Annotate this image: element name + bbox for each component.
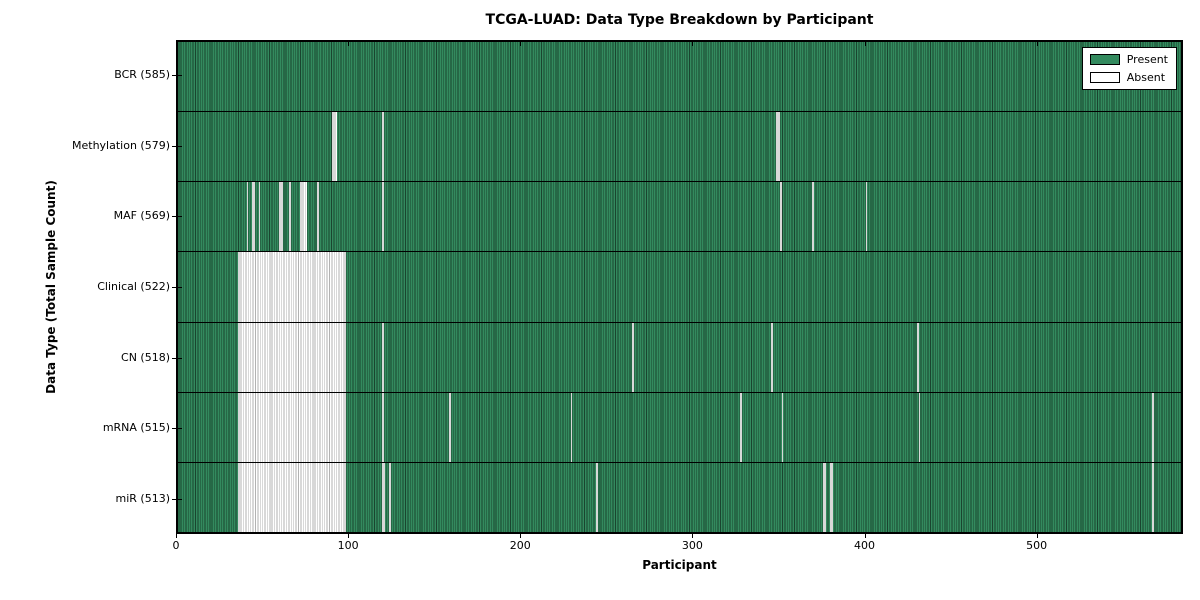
x-tick-mark-top bbox=[1036, 42, 1038, 46]
legend-absent-label: Absent bbox=[1126, 71, 1166, 84]
heatmap-row-Methylation bbox=[178, 112, 1181, 183]
y-tick-mark-inner bbox=[178, 75, 182, 77]
absent-stripe bbox=[865, 182, 868, 252]
absent-stripe bbox=[238, 392, 346, 462]
absent-stripe bbox=[246, 182, 249, 252]
absent-stripe bbox=[771, 322, 773, 392]
y-tick-label-miR: miR (513) bbox=[115, 491, 171, 505]
absent-stripe bbox=[829, 462, 833, 532]
absent-stripe bbox=[279, 182, 283, 252]
absent-stripe bbox=[596, 462, 599, 532]
x-tick-mark-top bbox=[864, 42, 866, 46]
y-tick-label-Methylation: Methylation (579) bbox=[72, 138, 170, 152]
y-tick-label-mRNA: mRNA (515) bbox=[102, 421, 170, 435]
x-tick-mark bbox=[176, 534, 177, 538]
heatmap-row-BCR bbox=[178, 42, 1181, 113]
x-tick-mark-top bbox=[692, 42, 694, 46]
legend-absent-swatch bbox=[1089, 72, 1120, 83]
absent-stripe bbox=[238, 322, 346, 392]
x-tick-mark bbox=[1036, 534, 1038, 538]
y-tick-mark-inner bbox=[178, 498, 182, 500]
y-tick-mark-inner bbox=[178, 216, 182, 218]
absent-stripe bbox=[299, 182, 307, 252]
absent-stripe bbox=[382, 392, 384, 462]
absent-stripe bbox=[382, 112, 384, 182]
absent-stripe bbox=[916, 322, 919, 392]
x-tick-mark-top bbox=[348, 42, 350, 46]
absent-stripe bbox=[776, 112, 780, 182]
legend-present-label: Present bbox=[1126, 53, 1168, 66]
absent-stripe bbox=[388, 462, 391, 532]
absent-stripe bbox=[382, 322, 384, 392]
y-tick-label-Clinical: Clinical (522) bbox=[97, 280, 170, 293]
x-tick-label: 100 bbox=[337, 539, 359, 552]
heatmap-row-miR bbox=[178, 462, 1181, 532]
absent-stripe bbox=[238, 252, 346, 322]
absent-stripe bbox=[570, 392, 573, 462]
x-tick-label: 0 bbox=[172, 539, 180, 552]
absent-stripe bbox=[251, 182, 256, 252]
y-tick-mark-inner bbox=[178, 287, 182, 288]
absent-stripe bbox=[1151, 392, 1154, 462]
absent-stripe bbox=[918, 392, 921, 462]
absent-stripe bbox=[238, 462, 346, 532]
x-tick-mark bbox=[692, 534, 694, 538]
x-axis-label: Participant bbox=[642, 558, 717, 572]
y-tick-mark bbox=[172, 498, 176, 500]
heatmap-row-CN bbox=[178, 322, 1181, 393]
heatmap-row-Clinical bbox=[178, 252, 1181, 323]
y-tick-label-BCR: BCR (585) bbox=[114, 68, 170, 82]
x-tick-label: 500 bbox=[1026, 539, 1048, 552]
x-tick-mark bbox=[520, 534, 522, 538]
absent-stripe bbox=[316, 182, 319, 252]
y-tick-label-MAF: MAF (569) bbox=[113, 209, 170, 223]
absent-stripe bbox=[382, 182, 384, 252]
x-tick-label: 200 bbox=[509, 539, 531, 552]
legend-present-swatch bbox=[1089, 54, 1120, 65]
absent-stripe bbox=[289, 182, 292, 252]
heatmap-plot-area bbox=[176, 40, 1183, 534]
absent-stripe bbox=[332, 112, 338, 182]
absent-stripe bbox=[779, 182, 782, 252]
x-tick-mark-top bbox=[520, 42, 522, 46]
y-tick-label-CN: CN (518) bbox=[121, 350, 170, 364]
absent-stripe bbox=[781, 392, 784, 462]
y-tick-mark bbox=[172, 428, 176, 430]
x-tick-mark-top bbox=[176, 42, 177, 46]
x-tick-label: 400 bbox=[854, 539, 876, 552]
y-tick-mark bbox=[172, 75, 176, 77]
x-tick-mark bbox=[348, 534, 350, 538]
y-tick-mark-inner bbox=[178, 357, 182, 359]
heatmap-row-MAF bbox=[178, 182, 1181, 253]
absent-stripe bbox=[812, 182, 815, 252]
heatmap-row-mRNA bbox=[178, 392, 1181, 463]
absent-stripe bbox=[740, 392, 743, 462]
y-tick-mark-inner bbox=[178, 145, 182, 147]
y-tick-mark bbox=[172, 357, 176, 359]
chart-title: TCGA-LUAD: Data Type Breakdown by Partic… bbox=[485, 12, 874, 28]
legend: Present Absent bbox=[1081, 47, 1177, 90]
legend-entry-present: Present bbox=[1089, 53, 1168, 66]
absent-stripe bbox=[1151, 462, 1154, 532]
absent-stripe bbox=[822, 462, 827, 532]
y-tick-mark bbox=[172, 145, 176, 147]
absent-stripe bbox=[632, 322, 635, 392]
y-tick-mark-inner bbox=[178, 428, 182, 430]
legend-entry-absent: Absent bbox=[1089, 71, 1168, 84]
absent-stripe bbox=[382, 462, 386, 532]
x-tick-label: 300 bbox=[681, 539, 703, 552]
y-tick-mark bbox=[172, 216, 176, 218]
absent-stripe bbox=[258, 182, 261, 252]
absent-stripe bbox=[448, 392, 451, 462]
x-tick-mark bbox=[864, 534, 866, 538]
y-tick-mark bbox=[172, 287, 176, 288]
